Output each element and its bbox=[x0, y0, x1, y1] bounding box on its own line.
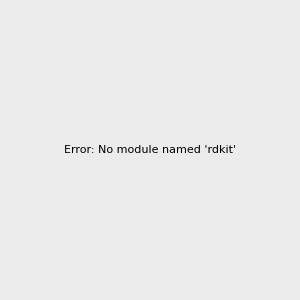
Text: Error: No module named 'rdkit': Error: No module named 'rdkit' bbox=[64, 145, 236, 155]
